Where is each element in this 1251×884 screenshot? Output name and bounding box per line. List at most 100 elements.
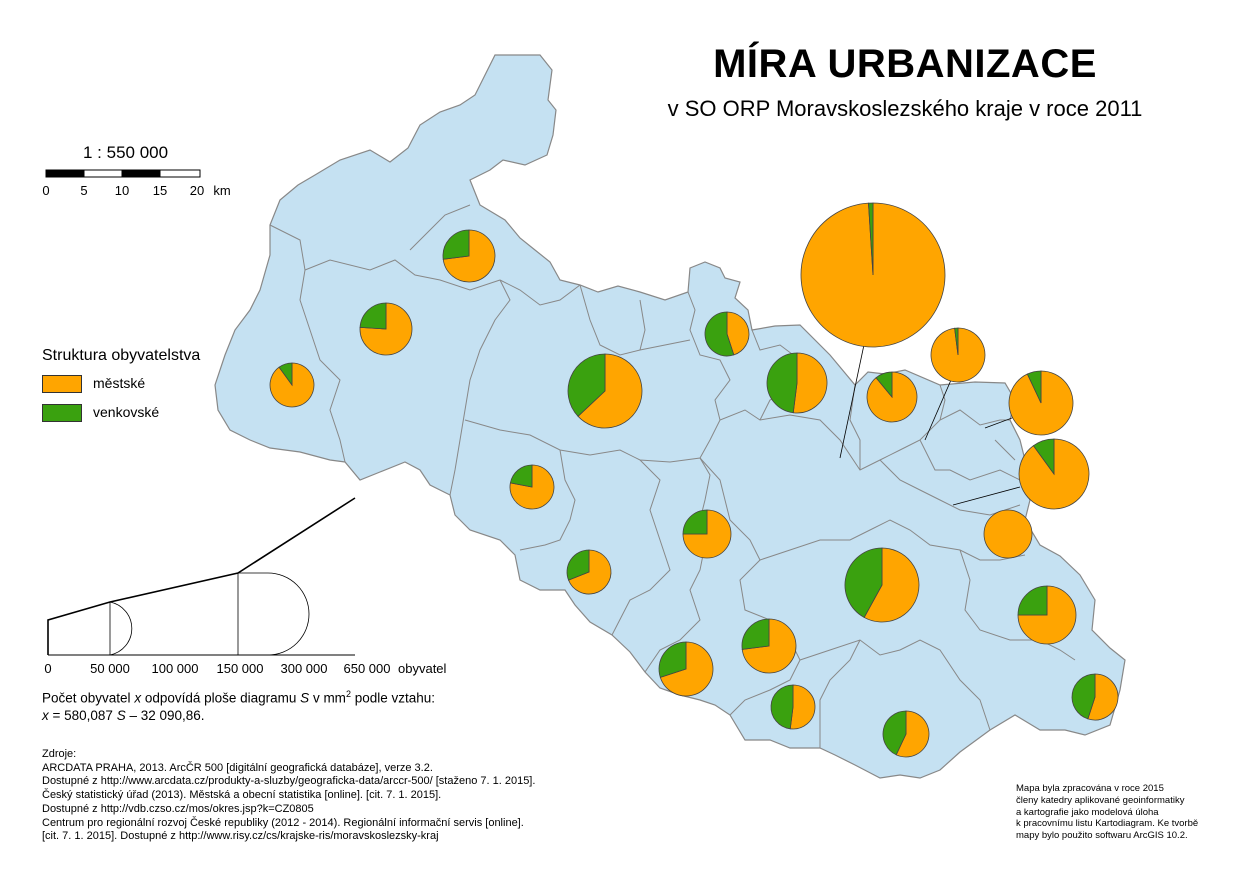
credits-line: členy katedry aplikované geoinformatiky	[1016, 794, 1185, 806]
pie-rural-slice	[1071, 673, 1096, 720]
source-line: Zdroje:	[42, 748, 77, 760]
credits-line: k pracovnímu listu Kartodiagram. Ke tvor…	[1016, 818, 1199, 830]
formula-line-1: Počet obyvatel x odpovídá ploše diagramu…	[42, 686, 435, 707]
scale-tick-10: 10	[114, 183, 130, 198]
pie-urban-slice	[983, 509, 1033, 559]
pie-diagram	[1071, 673, 1119, 721]
pie-diagram	[882, 710, 930, 758]
size-tick-650000: 650 000	[343, 661, 391, 676]
pie-urban-slice	[863, 547, 920, 623]
pie-rural-slice	[875, 371, 893, 399]
size-unit: obyvatel	[398, 661, 447, 676]
pie-urban-slice	[577, 353, 643, 429]
pie-rural-slice	[1017, 585, 1048, 616]
pie-urban-slice	[568, 549, 612, 595]
pie-diagram	[269, 362, 315, 408]
scale-unit: km	[213, 183, 231, 198]
formula-var-s: S	[116, 707, 126, 723]
credits-block: Mapa byla zpracována v roce 2015 členy k…	[1016, 783, 1198, 842]
formula-var-x: x	[42, 707, 49, 723]
size-tick-100000: 100 000	[151, 661, 199, 676]
size-tick-50000: 50 000	[90, 661, 130, 676]
pie-diagram	[866, 371, 918, 423]
formula-line-2: x = 580,087 S – 32 090,86.	[42, 707, 435, 724]
formula-text: odpovídá ploše diagramu	[141, 690, 301, 706]
legend-title: Struktura obyvatelstva	[42, 347, 201, 364]
source-line: [cit. 7. 1. 2015]. Dostupné z http://www…	[42, 830, 439, 843]
pie-rural-slice	[954, 327, 959, 356]
pie-rural-slice	[704, 311, 735, 357]
pie-diagram	[704, 311, 750, 357]
pie-rural-slice	[882, 710, 907, 756]
formula-var-x: x	[134, 690, 142, 706]
sources-block: Zdroje: ARCDATA PRAHA, 2013. ArcČR 500 […	[42, 748, 535, 844]
pie-diagram	[766, 352, 828, 414]
pie-urban-slice	[1017, 585, 1077, 645]
pie-diagram	[1018, 438, 1090, 510]
source-line: Dostupné z http://vdb.czso.cz/mos/okres.…	[42, 802, 314, 815]
formula-text: v mm	[309, 690, 346, 706]
legend-swatch-rural	[42, 404, 82, 422]
pie-rural-slice	[278, 362, 293, 387]
pie-diagram	[741, 618, 797, 674]
pie-diagram	[359, 302, 413, 356]
formula-text: – 32 090,86.	[125, 707, 205, 723]
size-tick-150000: 150 000	[216, 661, 264, 676]
pie-rural-slice	[566, 549, 590, 581]
formula-text: = 580,087	[48, 707, 117, 723]
pie-diagram	[1008, 370, 1074, 436]
pie-rural-slice	[741, 618, 770, 650]
pie-rural-slice	[770, 684, 794, 730]
pie-diagram	[682, 509, 732, 559]
pie-diagram	[930, 327, 986, 383]
formula-var-s: S	[300, 690, 310, 706]
pie-rural-slice	[844, 547, 883, 618]
size-formula: Počet obyvatel x odpovídá ploše diagramu…	[42, 686, 435, 724]
formula-text: podle vztahu:	[350, 690, 436, 706]
credits-line: a kartografie jako modelová úloha	[1016, 806, 1159, 818]
credits-line: Mapa byla zpracována v roce 2015	[1016, 783, 1164, 794]
formula-text: Počet obyvatel	[42, 690, 135, 706]
pie-diagram	[658, 641, 714, 697]
pie-urban-slice	[789, 684, 816, 730]
district-borders	[269, 204, 1076, 748]
pie-urban-slice	[1087, 673, 1119, 721]
scale-tick-0: 0	[42, 183, 50, 198]
source-line: Český statistický úřad (2013). Městská a…	[42, 789, 442, 802]
pie-rural-slice	[682, 509, 708, 535]
map-subtitle: v SO ORP Moravskoslezského kraje v roce …	[667, 96, 1143, 121]
legend-swatch-urban	[42, 375, 82, 393]
pie-rural-slice	[868, 202, 874, 276]
pie-rural-slice	[658, 641, 687, 678]
scale-ratio: 1 : 550 000	[83, 143, 169, 162]
pie-rural-slice	[509, 464, 533, 488]
pie-rural-slice	[442, 229, 470, 260]
pie-rural-slice	[359, 302, 387, 330]
pie-diagram	[800, 202, 946, 348]
source-line: ARCDATA PRAHA, 2013. ArcČR 500 [digitáln…	[42, 761, 433, 774]
pie-diagram	[983, 509, 1033, 559]
pie-diagram	[566, 549, 612, 595]
size-tick-300000: 300 000	[280, 661, 328, 676]
size-legend	[47, 497, 356, 656]
pie-diagram	[509, 464, 555, 510]
size-tick-0: 0	[44, 661, 52, 676]
pie-rural-slice	[1026, 370, 1042, 404]
pie-urban-slice	[895, 710, 930, 758]
legend-label-rural: venkovské	[93, 404, 160, 420]
pie-diagram	[442, 229, 496, 283]
scale-bar	[45, 169, 201, 178]
pie-diagram	[770, 684, 816, 730]
formula-sup: 2	[345, 689, 351, 699]
pie-rural-slice	[567, 353, 606, 417]
pie-urban-slice	[792, 352, 828, 414]
map-title: MÍRA URBANIZACE	[713, 42, 1097, 86]
pie-rural-slice	[1032, 438, 1055, 476]
pie-urban-slice	[659, 641, 714, 697]
scale-tick-15: 15	[152, 183, 168, 198]
source-line: Centrum pro regionální rozvoj České repu…	[42, 816, 524, 829]
scale-tick-20: 20	[189, 183, 205, 198]
credits-line: mapy bylo použito softwaru ArcGIS 10.2.	[1016, 830, 1188, 842]
pie-urban-slice	[726, 311, 750, 356]
